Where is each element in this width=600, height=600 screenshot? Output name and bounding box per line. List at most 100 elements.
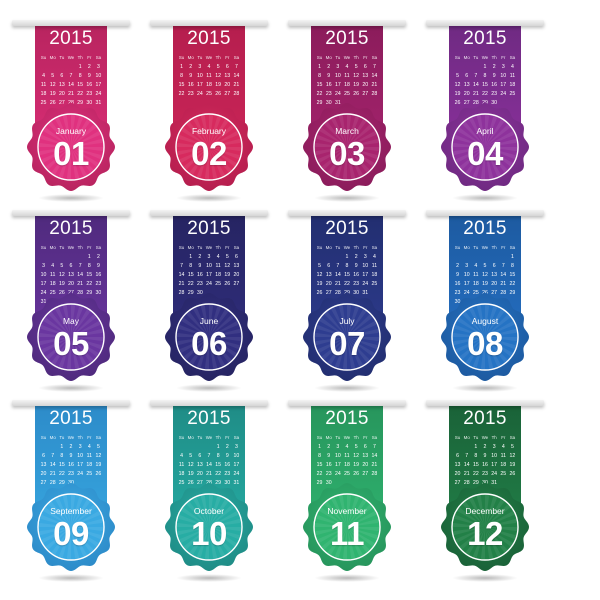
day-cell: 7 [234, 64, 238, 70]
day-cell: 24 [95, 91, 102, 97]
weekday-label: Th [215, 245, 221, 250]
day-cell: 13 [463, 82, 470, 88]
day-cell: 19 [95, 462, 102, 468]
day-cell: 15 [482, 82, 488, 88]
ribbon-fold [150, 210, 268, 216]
tag-shadow [452, 574, 518, 582]
day-cell: 28 [77, 290, 84, 296]
weekday-label: Th [491, 55, 497, 60]
weekday-label: Mo [463, 245, 470, 250]
day-cell: 28 [334, 290, 341, 296]
day-cell: 10 [95, 73, 102, 79]
weekday-label: We [67, 55, 75, 60]
day-cell: 5 [456, 73, 460, 79]
day-cell: 11 [509, 73, 516, 79]
mini-calendar: Su Mo Tu We Th Fr Sa 1 2 3 4 5 6 7 8 9 10 11 12 13 14 15 16 17 1… [315, 434, 379, 487]
day-cell: 19 [49, 91, 56, 97]
empty-day [315, 253, 324, 261]
year-label: 2015 [187, 408, 231, 429]
day-cell: 28 [463, 480, 470, 486]
day-cell: 3 [234, 444, 238, 450]
day-cell: 1 [318, 64, 322, 70]
day-cell: 3 [363, 254, 367, 260]
mini-calendar: Su Mo Tu We Th Fr Sa 1 2 3 4 5 6 7 8 9 10 11 12 13 14 15 16 17 1… [453, 244, 517, 306]
weekday-label: Sa [371, 55, 378, 60]
day-cell: 12 [353, 73, 360, 79]
day-cell: 3 [207, 254, 211, 260]
weekday-label: Fr [501, 245, 506, 250]
weekday-label: Tu [335, 55, 341, 60]
day-cell: 11 [473, 272, 479, 278]
month-name: February [191, 126, 226, 136]
day-cell: 12 [95, 453, 102, 459]
tag-shadow [452, 194, 518, 202]
ribbon-fold [150, 20, 268, 26]
day-cell: 22 [344, 281, 350, 287]
weekday-label: Mo [49, 435, 56, 440]
day-cell: 12 [509, 453, 516, 459]
month-badge: November 11 [302, 482, 392, 572]
day-cell: 1 [216, 444, 220, 450]
day-cell: 26 [187, 480, 194, 486]
day-cell: 18 [206, 82, 212, 88]
day-cell: 8 [318, 73, 322, 79]
day-cell: 28 [371, 91, 378, 97]
month-number: 02 [191, 135, 227, 172]
year-label: 2015 [325, 408, 369, 429]
day-cell: 5 [51, 73, 55, 79]
day-cell: 7 [78, 263, 82, 269]
weekday-label: Su [178, 245, 185, 250]
ribbon-fold [12, 400, 130, 406]
day-cell: 4 [510, 64, 514, 70]
day-cell: 15 [472, 462, 479, 468]
day-cell: 17 [500, 82, 507, 88]
day-cell: 3 [465, 263, 469, 269]
weekday-label: Su [316, 55, 323, 60]
day-cell: 13 [68, 272, 74, 278]
day-cell: 20 [68, 281, 74, 287]
day-cell: 6 [465, 73, 469, 79]
weekday-label: We [205, 245, 213, 250]
month-tag-june: 2015 Su Mo Tu We Th Fr Sa 1 2 3 4 5 6 7 8 9 10 11 12 13 14 15… [150, 210, 268, 392]
weekday-label: Su [454, 245, 461, 250]
day-cell: 14 [463, 462, 470, 468]
day-cell: 24 [77, 471, 84, 477]
day-cell: 19 [187, 471, 194, 477]
day-cell: 26 [215, 91, 222, 97]
weekday-label: Fr [225, 435, 230, 440]
day-cell: 20 [362, 462, 369, 468]
weekday-label: Th [77, 55, 83, 60]
day-cell: 14 [68, 82, 74, 88]
day-cell: 20 [463, 91, 470, 97]
day-cell: 5 [189, 453, 193, 459]
day-cell: 25 [86, 471, 93, 477]
month-number: 10 [191, 515, 227, 552]
day-cell: 20 [224, 82, 231, 88]
day-cell: 14 [178, 272, 185, 278]
day-cell: 6 [225, 64, 229, 70]
day-cell: 11 [50, 272, 56, 278]
day-cell: 31 [40, 299, 47, 305]
month-tag-july: 2015 Su Mo Tu We Th Fr Sa 1 2 3 4 5 6 7 8 9 10 11 12 13 14 15… [288, 210, 406, 392]
empty-day [39, 443, 48, 451]
day-cell: 21 [463, 471, 470, 477]
day-cell: 12 [187, 462, 194, 468]
day-cell: 29 [215, 480, 222, 486]
day-cell: 3 [42, 263, 46, 269]
day-cell: 1 [87, 254, 91, 260]
weekday-label: Sa [371, 245, 378, 250]
day-cell: 25 [371, 281, 378, 287]
weekday-label: Sa [509, 245, 516, 250]
day-cell: 6 [327, 263, 331, 269]
day-cell: 5 [354, 444, 358, 450]
seal-icon [165, 293, 253, 381]
tag-shadow [176, 194, 242, 202]
month-tag-november: 2015 Su Mo Tu We Th Fr Sa 1 2 3 4 5 6 7 8 9 10 11 12 13 14 15… [288, 400, 406, 582]
day-cell: 20 [491, 281, 498, 287]
day-cell: 17 [40, 281, 47, 287]
day-cell: 12 [482, 272, 488, 278]
tag-shadow [314, 574, 380, 582]
day-cell: 6 [42, 453, 46, 459]
month-name: January [55, 126, 87, 136]
empty-day [48, 63, 57, 71]
